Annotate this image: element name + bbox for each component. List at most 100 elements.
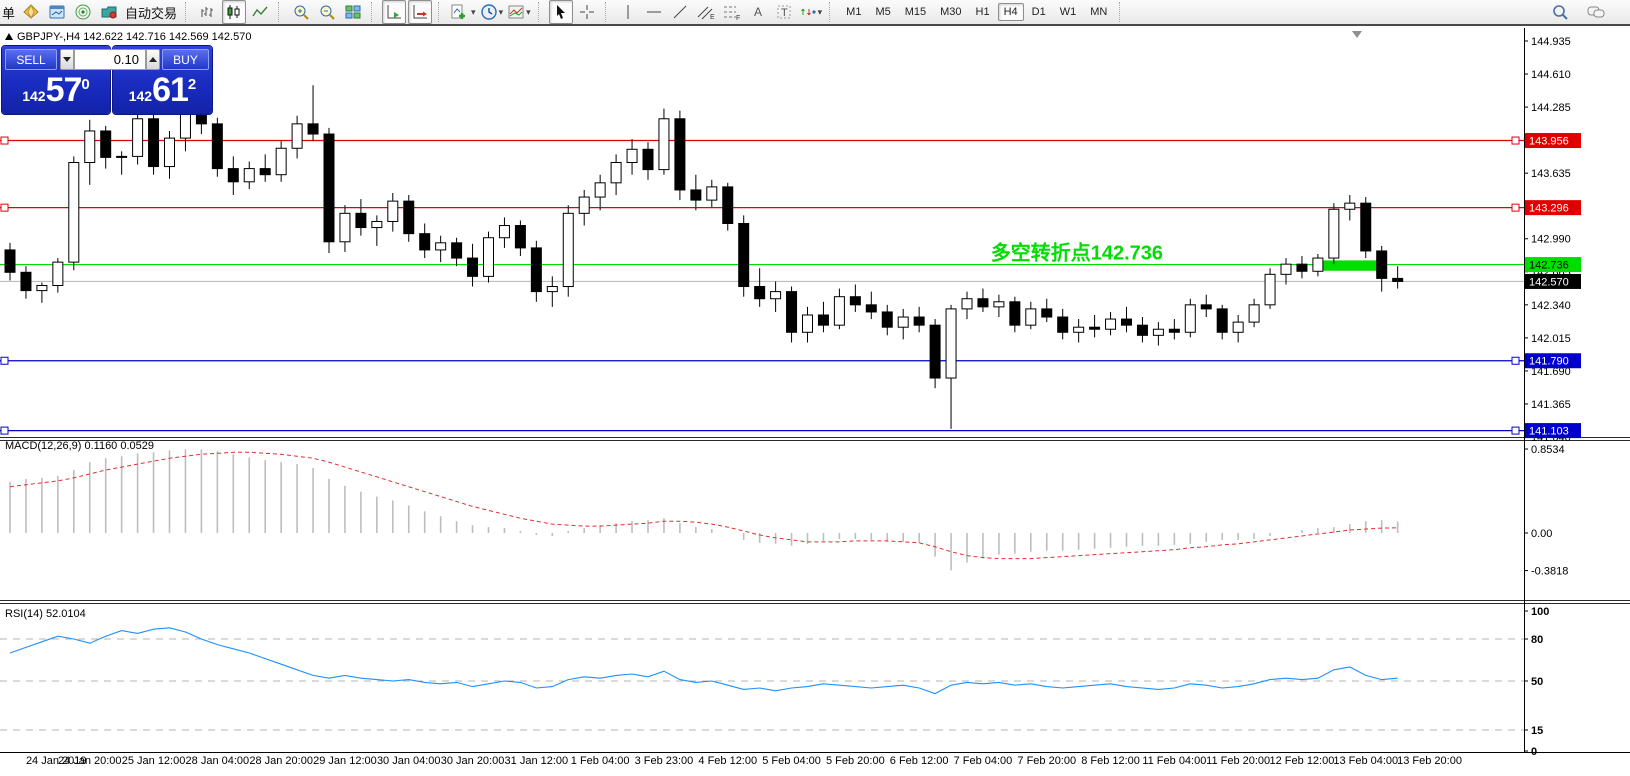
chart-canvas[interactable]: 多空转折点142.736 144.935 144.610 144.285 143.635… [0, 28, 1630, 776]
label-tool-button[interactable]: T [772, 0, 796, 24]
svg-text:T: T [781, 7, 788, 19]
price-axis-ticks: 144.935144.610144.285143.635142.990142.6… [1524, 36, 1571, 444]
macd-signal-line [9, 451, 1398, 560]
buy-price-pip: 2 [187, 76, 197, 93]
dropdown-arrow-icon: ▾ [471, 6, 476, 17]
macd-label: MACD(12,26,9) 0.1160 0.0529 [5, 440, 154, 452]
price-axis-badges: 143.956 143.296 142.736 142.570 141.790 141.1… [1525, 133, 1581, 439]
svg-text:144.285: 144.285 [1531, 102, 1571, 114]
market-watch-window-icon[interactable] [45, 0, 69, 24]
autotrade-icon[interactable] [97, 0, 121, 24]
toolbar-separator [438, 2, 443, 22]
auto-scroll-button[interactable] [382, 0, 407, 24]
line-chart-type-button[interactable] [248, 0, 272, 24]
sonar-signal-icon[interactable] [71, 0, 95, 24]
toolbar-separator [185, 2, 190, 22]
svg-text:F: F [736, 15, 740, 21]
search-icon[interactable] [1548, 0, 1572, 24]
timeframe-W1[interactable]: W1 [1059, 6, 1077, 18]
timeframe-M30[interactable]: M30 [940, 6, 962, 18]
zoom-in-button[interactable] [289, 0, 313, 24]
fibonacci-tool-button[interactable]: F [720, 0, 744, 24]
pivot-highlight-box [1322, 260, 1381, 271]
templates-button[interactable]: ▾ [506, 0, 532, 24]
svg-text:13 Feb 04:00: 13 Feb 04:00 [1333, 755, 1398, 767]
toolbar-separator [829, 2, 834, 22]
cursor-tool-button[interactable] [548, 0, 573, 24]
svg-text:143.635: 143.635 [1531, 168, 1571, 180]
svg-text:12 Feb 12:00: 12 Feb 12:00 [1270, 755, 1335, 767]
text-tool-button[interactable]: A [746, 0, 770, 24]
timeframe-MN[interactable]: MN [1090, 6, 1108, 18]
timeframe-M5[interactable]: M5 [875, 6, 891, 18]
vertical-line-tool-button[interactable] [616, 0, 640, 24]
timeframe-M15[interactable]: M15 [904, 6, 927, 18]
rsi-label: RSI(14) 52.0104 [5, 608, 86, 620]
equidistant-channel-tool-button[interactable]: E [694, 0, 718, 24]
symbol-arrow-icon [5, 33, 13, 40]
svg-text:1 Feb 04:00: 1 Feb 04:00 [571, 755, 630, 767]
svg-text:24 Jan 2019: 24 Jan 2019 [26, 755, 87, 767]
periods-button[interactable]: ▾ [479, 0, 505, 24]
timeframe-H4[interactable]: H4 [997, 3, 1024, 21]
svg-text:143.956: 143.956 [1529, 136, 1569, 148]
chat-icon[interactable] [1584, 0, 1608, 24]
chart-area[interactable]: 多空转折点142.736 144.935 144.610 144.285 143.635… [0, 28, 1630, 776]
bar-chart-type-button[interactable] [196, 0, 220, 24]
crosshair-tool-button[interactable] [575, 0, 599, 24]
svg-text:141.103: 141.103 [1529, 426, 1569, 438]
svg-text:11 Feb 04:00: 11 Feb 04:00 [1142, 755, 1206, 767]
svg-text:5 Feb 04:00: 5 Feb 04:00 [762, 755, 821, 767]
pivot-annotation-text: 多空转折点142.736 [991, 241, 1163, 265]
gold-nugget-icon[interactable] [19, 0, 43, 24]
horizontal-levels [0, 136, 1524, 435]
svg-text:3 Feb 23:00: 3 Feb 23:00 [635, 755, 694, 767]
buy-button[interactable]: BUY [162, 49, 209, 70]
svg-text:141.690: 141.690 [1531, 366, 1571, 378]
arrows-tool-button[interactable]: ▾ [798, 0, 824, 24]
svg-text:100: 100 [1531, 606, 1549, 618]
sell-button[interactable]: SELL [5, 49, 57, 70]
chart-shift-button[interactable] [408, 0, 433, 24]
dropdown-arrow-icon: ▾ [817, 6, 823, 17]
svg-text:0: 0 [1531, 746, 1537, 758]
toolbar-separator [1119, 2, 1124, 22]
svg-text:28 Jan 04:00: 28 Jan 04:00 [186, 755, 250, 767]
increase-arrow-icon [149, 57, 157, 62]
indicators-button[interactable]: ▾ [449, 0, 477, 24]
horizontal-line-tool-button[interactable] [642, 0, 666, 24]
volume-decrease-button[interactable] [60, 49, 74, 70]
svg-text:28 Jan 20:00: 28 Jan 20:00 [249, 755, 313, 767]
svg-text:25 Jan 12:00: 25 Jan 12:00 [122, 755, 186, 767]
svg-text:142.990: 142.990 [1531, 234, 1571, 246]
autotrade-label[interactable]: 自动交易 [125, 5, 178, 21]
timeframe-H1[interactable]: H1 [975, 6, 990, 18]
new-order-partial-label[interactable]: 单 [2, 5, 16, 21]
svg-text:144.610: 144.610 [1531, 69, 1571, 81]
timeframe-M1[interactable]: M1 [846, 6, 862, 18]
svg-text:143.296: 143.296 [1529, 203, 1569, 215]
svg-text:7 Feb 04:00: 7 Feb 04:00 [954, 755, 1013, 767]
svg-text:-0.3818: -0.3818 [1531, 566, 1568, 578]
svg-text:7 Feb 20:00: 7 Feb 20:00 [1017, 755, 1076, 767]
volume-input[interactable] [74, 49, 146, 70]
svg-text:24 Jan 20:00: 24 Jan 20:00 [58, 755, 122, 767]
rsi-line [9, 627, 1398, 695]
dropdown-arrow-icon: ▾ [498, 6, 504, 17]
trendline-tool-button[interactable] [668, 0, 692, 24]
svg-text:141.790: 141.790 [1529, 356, 1569, 368]
svg-text:30 Jan 20:00: 30 Jan 20:00 [441, 755, 505, 767]
sell-price-main: 57 [45, 71, 83, 109]
volume-increase-button[interactable] [146, 49, 160, 70]
zoom-out-button[interactable] [315, 0, 339, 24]
svg-text:141.365: 141.365 [1531, 399, 1571, 411]
tile-windows-button[interactable] [341, 0, 365, 24]
one-click-trading-panel: 142570 142612 SELL BUY [2, 46, 212, 114]
candlestick-chart-type-button[interactable] [222, 0, 247, 24]
svg-text:144.935: 144.935 [1531, 36, 1571, 48]
svg-text:8 Feb 12:00: 8 Feb 12:00 [1081, 755, 1140, 767]
timeframe-D1[interactable]: D1 [1031, 6, 1046, 18]
toolbar-separator [537, 2, 543, 22]
svg-text:80: 80 [1531, 634, 1543, 646]
